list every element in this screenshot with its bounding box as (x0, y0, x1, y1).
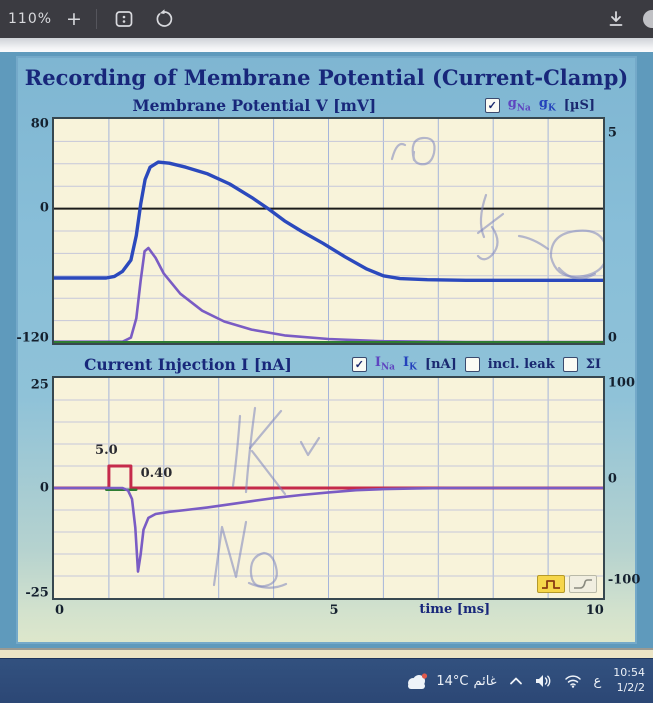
wifi-icon (564, 675, 581, 688)
axis-tick: 80 (30, 116, 49, 132)
incl-leak-checkbox[interactable] (464, 356, 480, 372)
language-indicator[interactable]: ع (593, 673, 602, 689)
weather-condition-text: غائم (473, 673, 497, 689)
partial-extension-icon[interactable] (643, 10, 653, 28)
checkmark-icon: ✓ (354, 357, 364, 371)
browser-toolbar: 110% + (0, 0, 653, 38)
current-chart: 25 0 -25 5.0 0.40 (24, 375, 641, 601)
current-chart-header: Current Injection I [nA] ✓ INa IK [nA] i… (24, 352, 629, 376)
volume-button[interactable] (535, 674, 552, 688)
weather-widget[interactable]: 14°C غائم (403, 672, 497, 690)
current-chart-title: Current Injection I [nA] (84, 354, 292, 374)
axis-tick: -100 (607, 572, 641, 588)
ramp-stimulus-button[interactable] (568, 575, 597, 593)
current-left-axis: 25 0 -25 (24, 376, 52, 600)
membrane-plot (51, 117, 605, 345)
axis-tick: 25 (30, 377, 49, 393)
gNa-label: gNa (507, 96, 531, 114)
sum-current-checkbox[interactable] (562, 356, 578, 372)
simulation-app: Recording of Membrane Potential (Current… (0, 52, 653, 648)
checkmark-icon: ✓ (487, 98, 497, 112)
axis-tick: -25 (25, 585, 49, 601)
sum-current-label: ΣI (585, 356, 601, 372)
axis-tick: 0 (39, 480, 49, 496)
axis-tick: 5 (607, 125, 617, 141)
axis-tick: 0 (607, 471, 617, 487)
gK-label: gK (538, 96, 556, 114)
reset-icon[interactable] (151, 6, 177, 32)
axis-tick: 100 (607, 375, 635, 391)
wifi-button[interactable] (564, 674, 582, 688)
clock-widget[interactable]: 10:54 1/2/2 (613, 666, 645, 696)
tray-chevron-button[interactable] (509, 675, 523, 687)
chart-gap (24, 345, 629, 352)
grid-layer (53, 119, 603, 343)
stimulus-amplitude-annotation: 5.0 (95, 443, 118, 458)
conductance-checkbox[interactable]: ✓ (484, 97, 500, 113)
axis-tick: 0 (39, 200, 49, 216)
time-tick: 0 (54, 603, 65, 618)
series-INa-current (53, 486, 603, 573)
conductance-unit-label: [µS] (563, 97, 595, 113)
page-background-strip (0, 38, 653, 52)
app-window: Recording of Membrane Potential (Current… (16, 56, 641, 644)
IK-label: IK (403, 355, 417, 373)
incl-leak-label: incl. leak (487, 356, 555, 372)
zoom-level: 110% (8, 11, 53, 27)
axis-tick: -120 (16, 330, 49, 346)
desktop-strip (0, 648, 653, 658)
membrane-chart-header: Membrane Potential V [mV] ✓ gNa gK [µS] (24, 93, 629, 117)
current-right-axis: 100 0 -100 (605, 375, 641, 600)
pulse-stimulus-button[interactable] (536, 575, 565, 593)
time-tick: 10 (585, 603, 604, 618)
membrane-chart: 80 0 -120 5 0 (16, 116, 629, 345)
stimulus-duration-annotation: 0.40 (140, 466, 173, 482)
windows-taskbar: 14°C غائم ع 10:54 1/2/2 (0, 658, 653, 703)
INa-label: INa (374, 355, 396, 373)
time-tick: 5 (329, 603, 339, 618)
stimulus-shape-buttons (536, 575, 597, 593)
series-layer (53, 464, 603, 573)
membrane-left-axis: 80 0 -120 (16, 116, 52, 345)
tab-grid-icon[interactable] (111, 6, 137, 32)
download-icon[interactable] (603, 6, 629, 32)
series-membrane-potential-V (53, 160, 603, 282)
speaker-icon (535, 675, 550, 687)
toolbar-divider (95, 9, 97, 29)
conductance-right-axis: 5 0 (605, 117, 629, 345)
page-title: Recording of Membrane Potential (Current… (24, 65, 629, 90)
series-gNa-conductance (53, 246, 603, 343)
conductance-legend: ✓ gNa gK [µS] (484, 96, 629, 114)
current-plot: 5.0 0.40 (51, 376, 605, 600)
zoom-in-button[interactable]: + (66, 8, 82, 30)
chevron-up-icon (509, 677, 522, 685)
temperature-text: 14°C (436, 673, 469, 689)
membrane-chart-title: Membrane Potential V [mV] (132, 95, 377, 115)
pen-scribbles (390, 136, 603, 280)
time-text: 10:54 (613, 666, 645, 680)
time-axis: 0 5 10 time [ms] (24, 600, 629, 622)
cloud-icon (408, 673, 428, 689)
time-axis-label: time [ms] (419, 602, 491, 617)
ionic-currents-checkbox[interactable]: ✓ (351, 356, 367, 372)
date-text: 1/2/2 (616, 681, 645, 694)
axis-tick: 0 (607, 330, 617, 346)
pen-scribbles (212, 406, 320, 589)
current-unit-label: [nA] (424, 356, 457, 372)
current-legend: ✓ INa IK [nA] incl. leak ΣI (351, 355, 629, 373)
series-layer (53, 160, 603, 343)
